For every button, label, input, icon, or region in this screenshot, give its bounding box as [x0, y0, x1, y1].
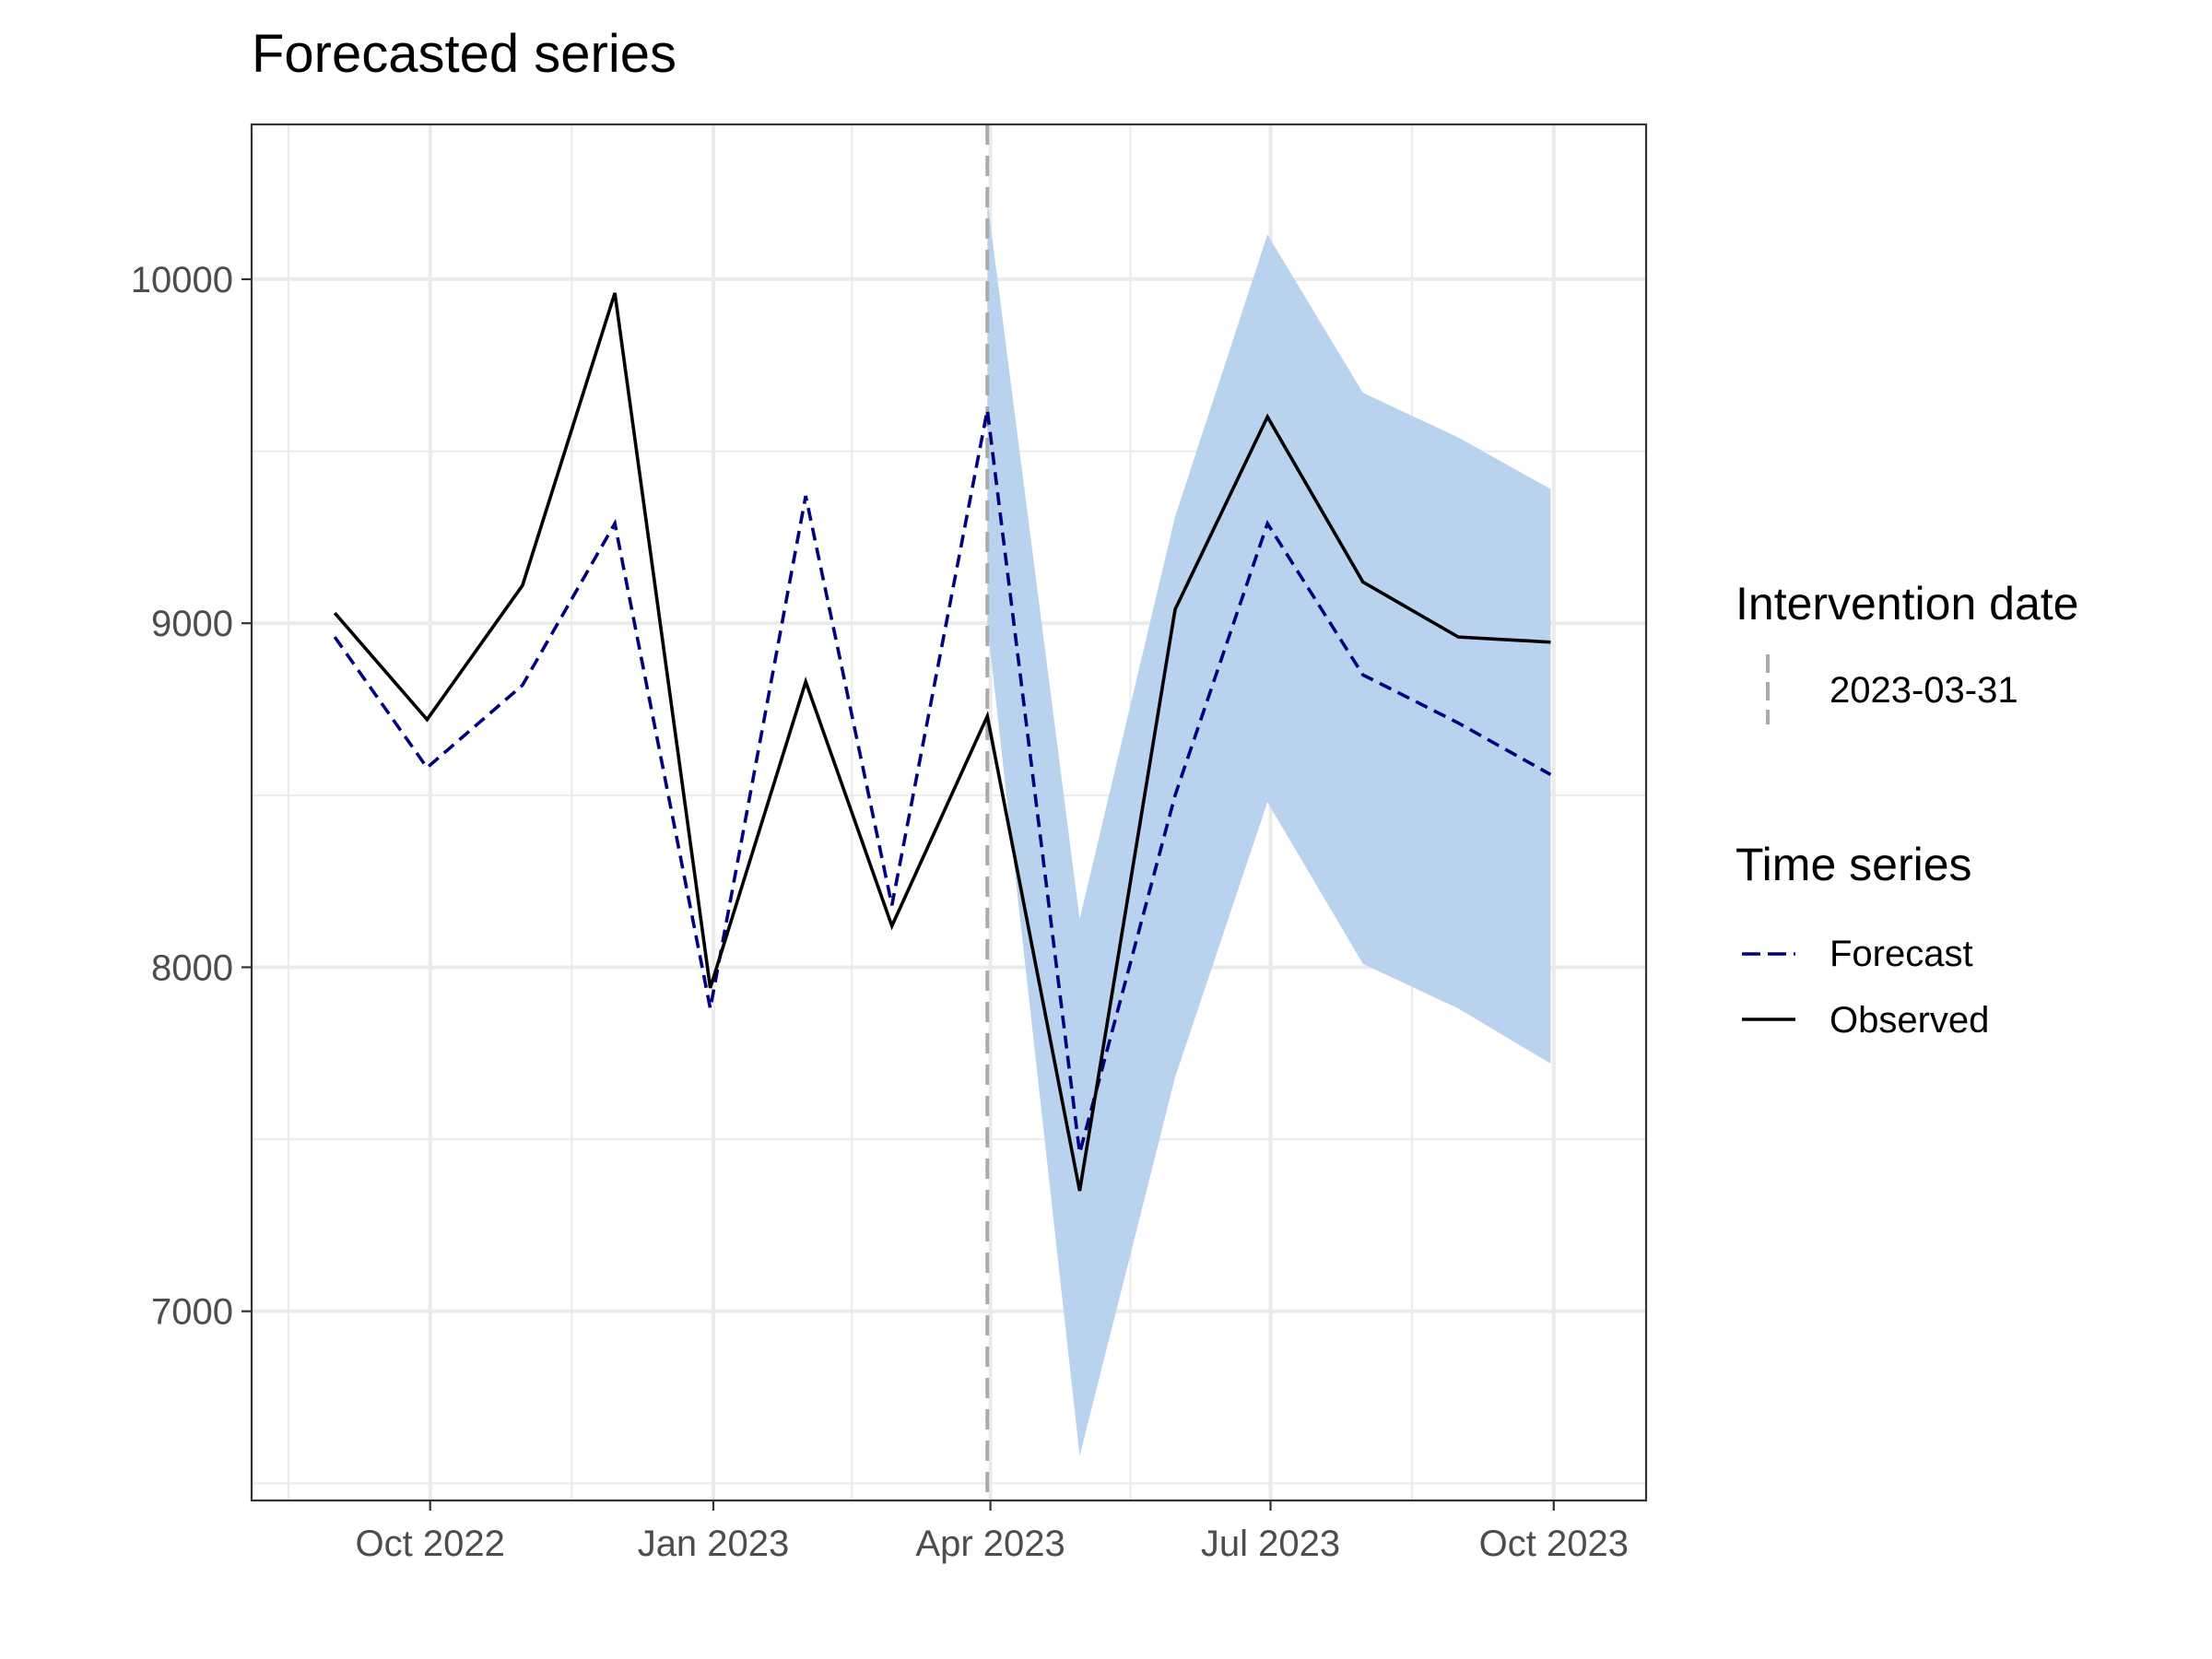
- legend-observed-label: Observed: [1830, 1000, 1989, 1041]
- legend-time-series: Time series Forecast Observed: [1735, 839, 1989, 1041]
- y-axis: 7000 8000 9000 10000: [131, 260, 252, 1333]
- x-tick-label: Oct 2023: [1479, 1524, 1629, 1564]
- x-axis: Oct 2022 Jan 2023 Apr 2023 Jul 2023 Oct 2023: [356, 1500, 1629, 1564]
- y-tick-label: 9000: [151, 604, 233, 644]
- y-tick-label: 10000: [131, 260, 233, 300]
- chart-title: Forecasted series: [252, 24, 677, 84]
- legend-intervention: Intervention date 2023-03-31: [1735, 578, 2079, 724]
- legend-forecast-label: Forecast: [1830, 934, 1973, 974]
- y-tick-label: 8000: [151, 947, 233, 988]
- series-forecast-line: [333, 409, 1552, 1154]
- series-observed-line: [333, 292, 1551, 1192]
- x-tick-label: Jul 2023: [1201, 1524, 1340, 1564]
- x-tick-label: Jan 2023: [638, 1524, 790, 1564]
- plot-panel-border: [250, 123, 1648, 1502]
- forecast-interval-ribbon: [987, 200, 1551, 1456]
- y-tick-label: 7000: [151, 1292, 233, 1333]
- legend-intervention-title: Intervention date: [1735, 578, 2079, 629]
- forecast-interval: [987, 200, 1551, 1456]
- legend-intervention-label: 2023-03-31: [1830, 670, 2018, 711]
- x-tick-label: Oct 2022: [356, 1524, 505, 1564]
- x-tick-label: Apr 2023: [915, 1524, 1065, 1564]
- series-layer: [333, 292, 1552, 1192]
- legend-series-title: Time series: [1735, 839, 1972, 890]
